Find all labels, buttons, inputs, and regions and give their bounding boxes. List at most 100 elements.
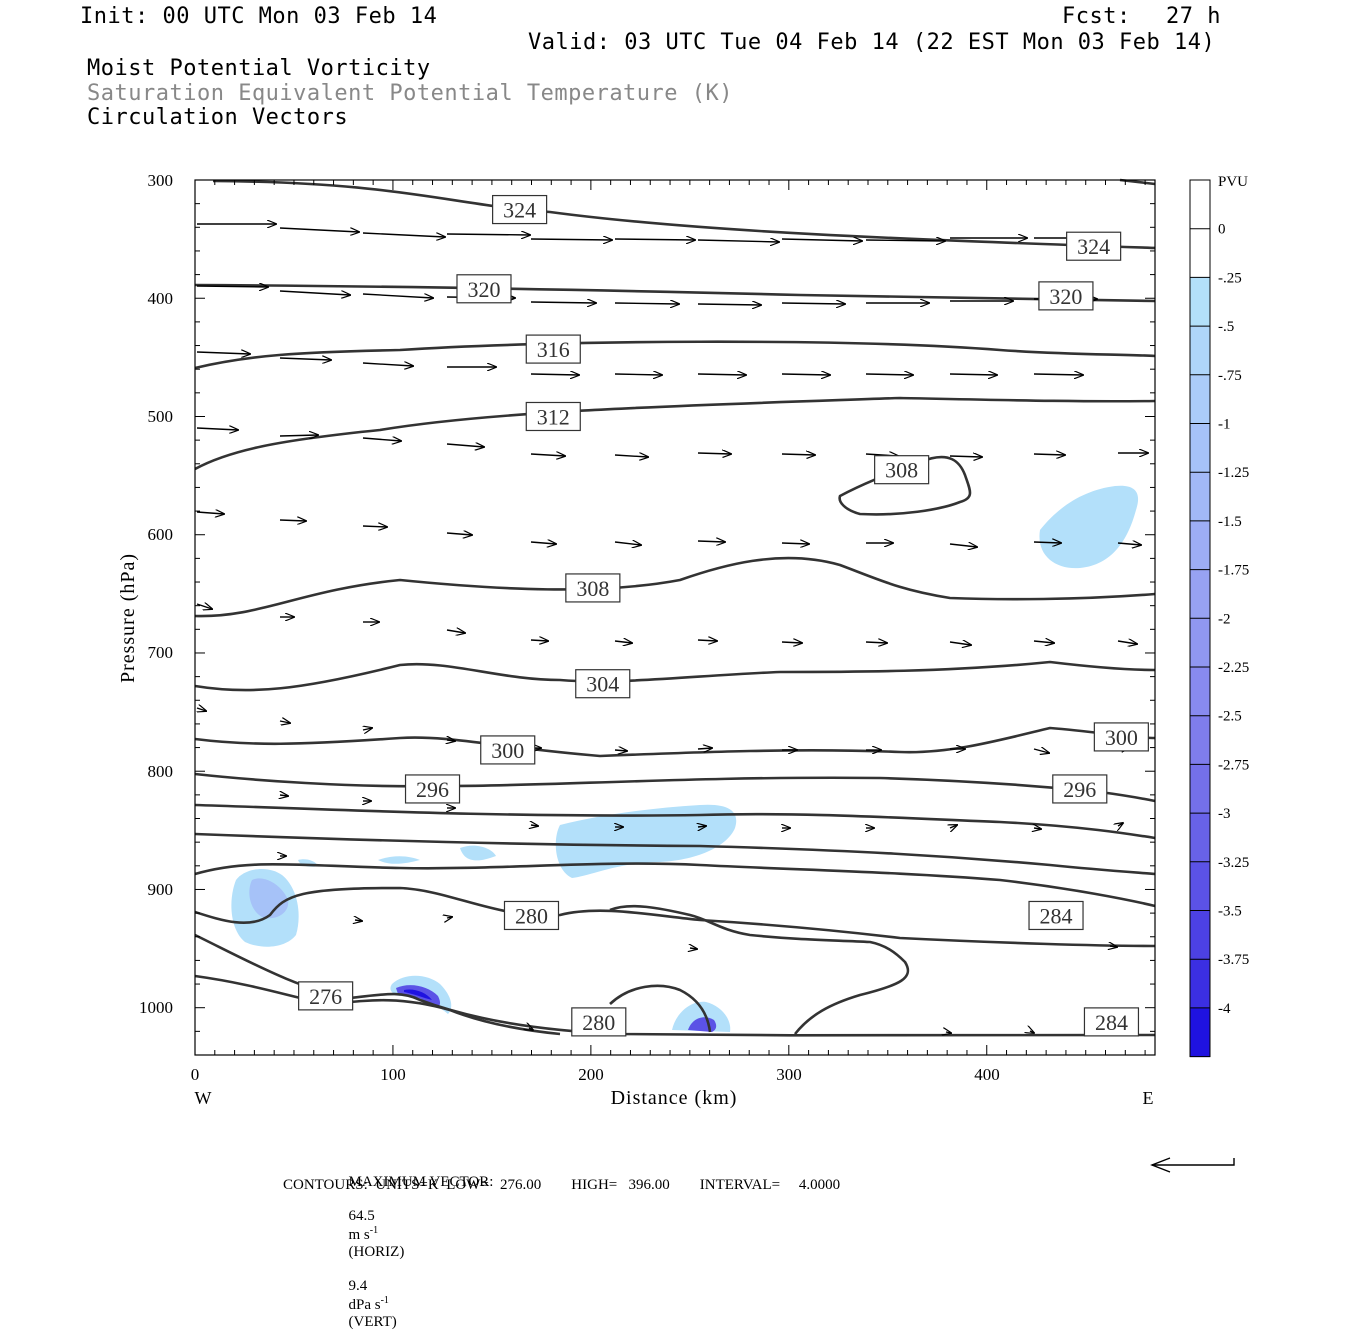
x-tick-label: 300	[776, 1065, 802, 1084]
vector-arrow	[446, 533, 472, 535]
vector-arrow	[781, 374, 830, 375]
vector-arrow	[362, 293, 433, 298]
vector-arrow	[865, 374, 913, 375]
contour-label-text: 300	[1105, 725, 1138, 750]
y-tick-label: 1000	[139, 998, 173, 1017]
vector-arrow	[614, 303, 679, 304]
colorbar-swatch	[1190, 423, 1210, 473]
vector-arrow	[950, 825, 957, 828]
contour-line	[194, 556, 1156, 618]
vert-value: 9.4	[348, 1278, 368, 1294]
colorbar-label: 0	[1218, 222, 1226, 238]
contour-label: 284	[1028, 900, 1084, 931]
colorbar-label: -1.5	[1218, 514, 1242, 530]
y-axis-title: Pressure (hPa)	[117, 553, 139, 683]
mpv-area	[460, 845, 496, 861]
vector-arrow	[447, 917, 452, 918]
vert-unit-exp: -1	[380, 1295, 389, 1306]
contours-info: CONTOURS: UNITS=K LOW= 276.00 HIGH= 396.…	[283, 1177, 841, 1193]
vector-arrow	[614, 374, 662, 375]
vector-arrow	[196, 512, 224, 514]
vector-arrow	[614, 455, 648, 457]
y-tick-label: 900	[148, 880, 174, 899]
vector-arrow	[362, 526, 387, 527]
contour-label: 320	[456, 274, 512, 304]
contour-label: 296	[404, 774, 461, 804]
vector-arrow	[949, 374, 997, 375]
vector-arrow	[697, 374, 746, 375]
cross-section-chart: 324 324 320 320 316 312 308 308 304 300 300 296 296 2…	[117, 171, 1249, 1173]
contour-label: 300	[480, 735, 536, 765]
contour-label: 304	[575, 669, 631, 699]
vector-arrow	[530, 454, 565, 456]
vector-arrow	[196, 352, 250, 354]
colorbar: 0 -.25 -.5 -.75 -1 -1.25 -1.5 -1.75 -2 -2.25 -2.5 -…	[1189, 179, 1249, 1058]
x-tick-label: 0	[191, 1065, 200, 1084]
vector-arrow	[279, 227, 359, 232]
y-tick-label: 800	[148, 762, 174, 781]
vector-arrow	[529, 1028, 533, 1030]
vector-arrow	[279, 721, 290, 723]
vector-arrow	[279, 358, 331, 360]
contour-label-text: 312	[537, 404, 570, 429]
vector-arrow	[781, 303, 845, 304]
contour-label: 308	[565, 573, 621, 603]
contour-line	[212, 179, 1156, 250]
vector-arrow	[865, 240, 945, 241]
colorbar-swatch	[1190, 374, 1210, 424]
vector-arrow	[362, 438, 401, 441]
colorbar-label: -.75	[1218, 368, 1242, 384]
contour-label-text: 284	[1095, 1010, 1128, 1035]
vector-arrow	[949, 642, 971, 645]
vert-tag: (VERT)	[348, 1314, 397, 1330]
reference-vector-icon	[1150, 1157, 1235, 1173]
vector-arrow	[614, 750, 627, 751]
vector-arrow	[781, 642, 802, 643]
contour-labels: 324 324 320 320 316 312 308 308 304 300 300 296 296 2…	[298, 194, 1149, 1037]
contour-label-text: 300	[491, 738, 524, 763]
colorbar-label: -2.75	[1218, 757, 1249, 773]
minor-ticks	[194, 179, 1155, 1056]
forecast-hour: 27 h	[1166, 4, 1221, 29]
contour-label: 308	[874, 455, 930, 485]
colorbar-swatch	[1190, 180, 1210, 230]
vector-arrow	[362, 232, 445, 237]
contour-line	[1119, 178, 1156, 186]
contour-label-text: 320	[467, 277, 500, 302]
contour-line	[194, 803, 1156, 840]
init-time: Init: 00 UTC Mon 03 Feb 14	[80, 4, 438, 29]
vector-arrow	[949, 544, 977, 547]
colorbar-label: -4	[1218, 1001, 1231, 1017]
contour-label-text: 296	[416, 777, 449, 802]
colorbar-swatch	[1190, 667, 1210, 717]
vector-arrow	[530, 239, 612, 240]
theta-e-contours	[194, 178, 1156, 1037]
vector-arrow	[279, 290, 350, 295]
contour-line	[194, 340, 1156, 370]
colorbar-swatch	[1190, 520, 1210, 571]
colorbar-swatch	[1190, 715, 1210, 765]
max-vector-label: MAXIMUM VECTOR:	[348, 1174, 494, 1190]
colorbar-label: -.25	[1218, 270, 1242, 286]
colorbar-label: -2.5	[1218, 709, 1242, 725]
contour-label-text: 308	[885, 458, 918, 483]
x-tick-label: 200	[578, 1065, 604, 1084]
contour-line	[609, 984, 712, 1033]
vector-arrow	[697, 748, 712, 749]
contour-line	[194, 862, 1156, 908]
colorbar-label: -.5	[1218, 319, 1234, 335]
colorbar-label: -1	[1218, 417, 1231, 433]
colorbar-swatch	[1190, 618, 1210, 668]
colorbar-swatch	[1190, 277, 1210, 327]
x-axis-right-end: E	[1143, 1088, 1154, 1108]
y-tick-label: 700	[148, 643, 174, 662]
forecast-label: Fcst:	[1062, 4, 1131, 29]
vector-arrow	[1034, 828, 1041, 829]
contour-label: 280	[571, 1007, 627, 1037]
colorbar-swatch	[1190, 959, 1210, 1009]
colorbar-swatch	[1190, 813, 1210, 863]
contour-label: 296	[1052, 774, 1108, 804]
colorbar-label: -2	[1218, 611, 1231, 627]
colorbar-swatch	[1190, 861, 1210, 911]
vector-arrow	[530, 302, 596, 303]
